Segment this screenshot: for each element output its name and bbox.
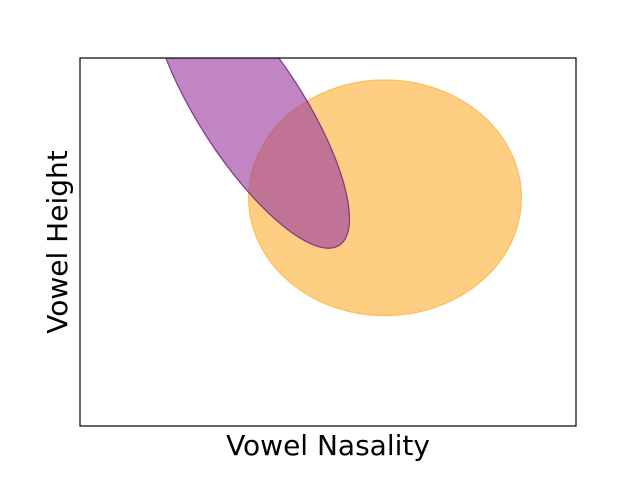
x-axis-label: Vowel Nasality xyxy=(226,429,430,462)
plot-area-frame xyxy=(79,57,577,427)
y-axis-label: Vowel Height xyxy=(41,150,74,333)
ellipse-region-2 xyxy=(152,58,351,249)
series-layer xyxy=(152,58,522,317)
